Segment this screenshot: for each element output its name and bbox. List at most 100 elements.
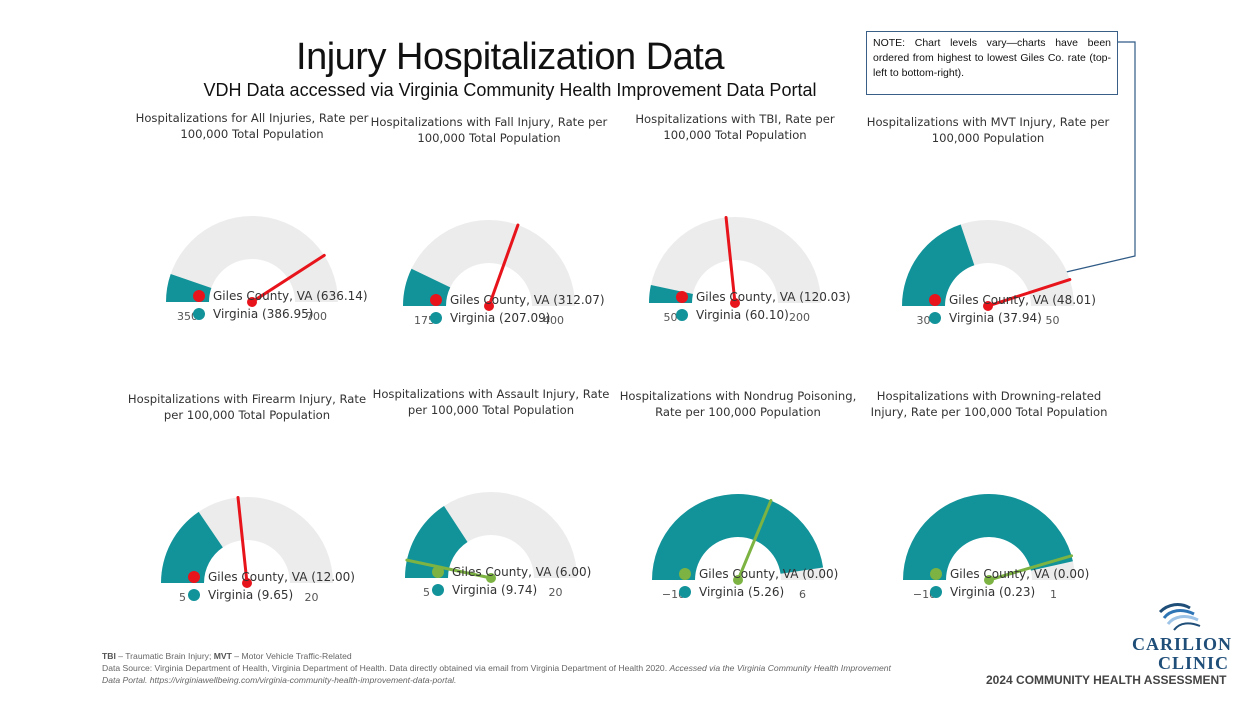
gauge-assault-injury: Hospitalizations with Assault Injury, Ra… bbox=[366, 386, 616, 626]
legend-giles: Giles County, VA (0.00) bbox=[679, 566, 859, 582]
gauge-needle-pivot bbox=[984, 575, 994, 585]
legend-virginia: Virginia (207.09) bbox=[430, 310, 610, 326]
gauge-svg: 30 50 bbox=[902, 220, 1074, 327]
gauge-virginia-fill bbox=[405, 505, 468, 578]
legend-virginia-dot-icon bbox=[679, 586, 691, 598]
legend-virginia-text: Virginia (60.10) bbox=[696, 308, 789, 322]
logo-text-clinic: CLINIC bbox=[1158, 653, 1230, 673]
legend-virginia-dot-icon bbox=[432, 584, 444, 596]
legend-virginia-text: Virginia (207.09) bbox=[450, 311, 551, 325]
footer-abbr-mvt-def: – Motor Vehicle Traffic-Related bbox=[231, 651, 352, 661]
legend-virginia-dot-icon bbox=[193, 308, 205, 320]
gauge-title: Hospitalizations with Nondrug Poisoning,… bbox=[619, 389, 857, 419]
gauge-nondrug-poisoning: Hospitalizations with Nondrug Poisoning,… bbox=[613, 388, 863, 628]
gauge-track bbox=[403, 220, 575, 306]
legend-virginia: Virginia (9.74) bbox=[432, 582, 612, 598]
footer-notes: TBI – Traumatic Brain Injury; MVT – Moto… bbox=[102, 650, 902, 686]
gauge-legend: Giles County, VA (6.00) Virginia (9.74) bbox=[432, 564, 612, 598]
gauge-giles-needle bbox=[986, 278, 1072, 308]
gauge-title: Hospitalizations with TBI, Rate per 100,… bbox=[635, 112, 835, 142]
legend-giles-text: Giles County, VA (0.00) bbox=[950, 567, 1090, 581]
gauge-mvt-injury: Hospitalizations with MVT Injury, Rate p… bbox=[863, 114, 1113, 354]
legend-virginia: Virginia (60.10) bbox=[676, 307, 856, 323]
legend-giles-dot-icon bbox=[188, 571, 200, 583]
gauge-svg: −10 6 bbox=[652, 493, 824, 601]
legend-virginia-text: Virginia (0.23) bbox=[950, 585, 1036, 599]
legend-giles-text: Giles County, VA (636.14) bbox=[213, 289, 368, 303]
gauge-track bbox=[649, 217, 821, 303]
legend-virginia: Virginia (5.26) bbox=[679, 584, 859, 600]
legend-giles-dot-icon bbox=[929, 294, 941, 306]
legend-giles: Giles County, VA (48.01) bbox=[929, 292, 1109, 308]
gauge-drowning-injury: Hospitalizations with Drowning-related I… bbox=[864, 388, 1114, 628]
legend-virginia: Virginia (37.94) bbox=[929, 310, 1109, 326]
legend-giles: Giles County, VA (12.00) bbox=[188, 569, 368, 585]
page-title: Injury Hospitalization Data bbox=[296, 36, 724, 78]
legend-virginia: Virginia (9.65) bbox=[188, 587, 368, 603]
gauge-title: Hospitalizations for All Injuries, Rate … bbox=[135, 111, 369, 141]
gauge-max-label: 20 bbox=[549, 586, 563, 599]
legend-giles-text: Giles County, VA (12.00) bbox=[208, 570, 355, 584]
footer-source-portal: Accessed via the Virginia Community Heal… bbox=[102, 663, 891, 685]
legend-virginia-text: Virginia (5.26) bbox=[699, 585, 785, 599]
gauge-virginia-fill bbox=[161, 511, 223, 583]
gauge-title: Hospitalizations with Assault Injury, Ra… bbox=[372, 387, 610, 417]
legend-giles-dot-icon bbox=[430, 294, 442, 306]
gauge-all-injuries: Hospitalizations for All Injuries, Rate … bbox=[127, 110, 377, 350]
legend-virginia-text: Virginia (9.74) bbox=[452, 583, 538, 597]
gauge-needle-pivot bbox=[242, 578, 252, 588]
legend-giles-text: Giles County, VA (0.00) bbox=[699, 567, 839, 581]
gauge-needle-pivot bbox=[247, 297, 257, 307]
page-subtitle: VDH Data accessed via Virginia Community… bbox=[203, 80, 817, 100]
legend-giles-dot-icon bbox=[679, 568, 691, 580]
gauge-svg: 5 20 bbox=[161, 495, 333, 604]
gauge-min-label: 175 bbox=[414, 314, 435, 327]
legend-virginia-dot-icon bbox=[188, 589, 200, 601]
legend-giles-text: Giles County, VA (120.03) bbox=[696, 290, 851, 304]
legend-giles-dot-icon bbox=[432, 566, 444, 578]
legend-giles: Giles County, VA (6.00) bbox=[432, 564, 612, 580]
gauge-giles-needle bbox=[724, 215, 737, 305]
gauge-needle-pivot bbox=[730, 298, 740, 308]
gauge-min-label: 5 bbox=[179, 591, 186, 604]
gauge-needle-pivot bbox=[983, 301, 993, 311]
gauge-giles-needle bbox=[736, 499, 773, 582]
gauge-firearm-injury: Hospitalizations with Firearm Injury, Ra… bbox=[122, 391, 372, 631]
legend-giles: Giles County, VA (636.14) bbox=[193, 288, 373, 304]
report-name: 2024 COMMUNITY HEALTH ASSESSMENT bbox=[986, 673, 1227, 687]
gauge-giles-needle bbox=[405, 558, 493, 580]
gauge-min-label: 350 bbox=[177, 310, 198, 323]
gauge-needle-pivot bbox=[484, 301, 494, 311]
gauge-needle-pivot bbox=[486, 573, 496, 583]
gauge-legend: Giles County, VA (120.03) Virginia (60.10… bbox=[676, 289, 856, 323]
gauge-max-label: 400 bbox=[543, 314, 564, 327]
legend-giles-dot-icon bbox=[930, 568, 942, 580]
gauge-legend: Giles County, VA (0.00) Virginia (0.23) bbox=[930, 566, 1110, 600]
legend-giles-text: Giles County, VA (6.00) bbox=[452, 565, 592, 579]
legend-virginia-dot-icon bbox=[430, 312, 442, 324]
gauge-svg: 5 20 bbox=[405, 492, 577, 599]
legend-virginia-dot-icon bbox=[676, 309, 688, 321]
gauge-giles-needle bbox=[250, 253, 326, 304]
legend-virginia-text: Virginia (9.65) bbox=[208, 588, 294, 602]
legend-virginia-text: Virginia (386.95) bbox=[213, 307, 314, 321]
legend-giles: Giles County, VA (120.03) bbox=[676, 289, 856, 305]
gauge-title: Hospitalizations with Fall Injury, Rate … bbox=[370, 115, 608, 145]
gauge-legend: Giles County, VA (48.01) Virginia (37.94) bbox=[929, 292, 1109, 326]
gauge-legend: Giles County, VA (0.00) Virginia (5.26) bbox=[679, 566, 859, 600]
legend-giles-text: Giles County, VA (312.07) bbox=[450, 293, 605, 307]
legend-virginia-dot-icon bbox=[929, 312, 941, 324]
gauge-fall-injury: Hospitalizations with Fall Injury, Rate … bbox=[364, 114, 614, 354]
gauge-needle-pivot bbox=[733, 575, 743, 585]
legend-virginia: Virginia (386.95) bbox=[193, 306, 373, 322]
legend-giles-dot-icon bbox=[193, 290, 205, 302]
gauge-max-label: 200 bbox=[789, 311, 810, 324]
gauge-max-label: 6 bbox=[799, 588, 806, 601]
gauge-svg: 350 700 bbox=[166, 216, 338, 323]
gauge-virginia-fill bbox=[903, 493, 1073, 580]
gauge-title: Hospitalizations with Drowning-related I… bbox=[870, 389, 1108, 419]
chart-order-note: NOTE: Chart levels vary—charts have been… bbox=[866, 31, 1118, 95]
gauge-min-label: 50 bbox=[664, 311, 678, 324]
gauge-virginia-fill bbox=[652, 493, 824, 580]
